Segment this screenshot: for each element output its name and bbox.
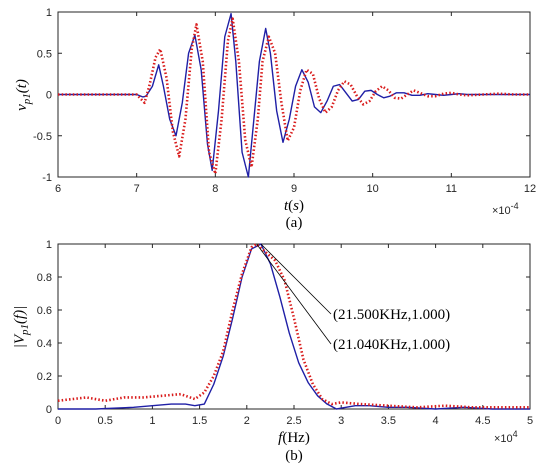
- panel-b-x-exponent: ×104: [494, 429, 518, 445]
- panel-b-series-dotted-line: [57, 242, 530, 409]
- panel-a-x-exponent: ×10-4: [492, 201, 519, 217]
- panel-b: 0 0.5 1 1.5 2 2.5 3 3.5 4 4.5 5 0 0.2 0.4 0.6 0.8 1 (21.…: [12, 239, 533, 464]
- panel-b-ticks: 0 0.5 1 1.5 2 2.5 3 3.5 4 4.5 5 0 0.2 0.4 0.6 0.8 1: [37, 239, 533, 427]
- panel-a-x-tick-label: 6: [55, 183, 61, 195]
- panel-a-x-exponent-base: ×10: [492, 205, 511, 217]
- panel-b-y-axis-label-sub: p1: [19, 324, 31, 336]
- panel-b-x-tick-label: 2: [244, 415, 250, 427]
- panel-b-x-tick-label: 4: [433, 415, 439, 427]
- panel-a-x-axis-label: t(s): [284, 198, 304, 214]
- panel-a-caption: (a): [286, 215, 303, 231]
- annotation-label: (21.500KHz,1.000): [333, 307, 450, 323]
- panel-a-x-axis-label-unit: s: [293, 198, 299, 214]
- panel-b-x-exponent-power: 4: [513, 429, 518, 439]
- panel-b-y-tick-label: 0.8: [37, 272, 52, 284]
- panel-b-x-tick-label: 3.5: [381, 415, 396, 427]
- panel-b-y-axis-label: |Vp1(f)|: [12, 306, 31, 349]
- panel-b-y-tick-label: 0.4: [37, 338, 52, 350]
- panel-b-x-tick-label: 1.5: [192, 415, 207, 427]
- panel-b-x-exponent-base: ×10: [494, 433, 513, 445]
- panel-a-y-tick-label: -1: [42, 172, 52, 184]
- annotation-leader-line: [256, 243, 332, 345]
- panel-a-x-tick-label: 8: [212, 183, 218, 195]
- panel-b-x-tick-label: 4.5: [475, 415, 490, 427]
- panel-a-y-tick-label: -0.5: [33, 131, 52, 143]
- panel-a-x-axis-label-main: t: [284, 198, 289, 214]
- panel-b-x-tick-label: 0: [55, 415, 61, 427]
- panel-b-x-tick-label: 1: [149, 415, 155, 427]
- panel-a-x-tick-label: 11: [446, 183, 457, 195]
- panel-a-y-axis-label-base: v: [14, 104, 30, 111]
- panel-a-series: [58, 12, 530, 178]
- panel-b-y-tick-label: 0.2: [37, 371, 52, 383]
- panel-b-x-axis-label: f(Hz): [278, 430, 310, 446]
- panel-a-x-tick-label: 12: [524, 183, 536, 195]
- panel-a-y-tick-label: 0.5: [37, 48, 52, 60]
- panel-b-x-axis-label-main: f: [278, 430, 284, 446]
- panel-a-x-axis-label-close: ): [299, 198, 304, 214]
- panel-b-y-tick-label: 0.6: [37, 305, 52, 317]
- panel-b-x-tick-label: 5: [527, 415, 533, 427]
- panel-b-series-solid-line: [58, 243, 530, 410]
- panel-a-series-solid-line: [58, 12, 530, 178]
- panel-a-x-tick-label: 7: [134, 183, 140, 195]
- panel-a-x-exponent-power: -4: [511, 201, 519, 211]
- annotation-label: (21.040KHz,1.000): [333, 337, 450, 353]
- panel-b-x-tick-label: 2.5: [286, 415, 301, 427]
- panel-b-x-axis-label-unit: (Hz): [282, 430, 309, 446]
- panel-b-y-tick-label: 1: [46, 239, 52, 251]
- panel-a-y-axis-label: vp1(t): [14, 79, 33, 111]
- panel-b-series: [57, 242, 530, 410]
- panel-b-y-tick-label: 0: [46, 404, 52, 416]
- panel-b-x-tick-label: 3: [338, 415, 344, 427]
- panel-b-y-axis-label-base: |V: [12, 333, 28, 348]
- panel-a-y-tick-label: 0: [46, 90, 52, 102]
- panel-b-y-axis-label-arg: (f)|: [12, 306, 28, 324]
- panel-a-y-tick-label: 1: [46, 7, 52, 19]
- panel-a-y-axis-label-sub: p1: [21, 93, 33, 105]
- annotation-leader-line: [260, 243, 332, 315]
- panel-b-x-tick-label: 0.5: [98, 415, 113, 427]
- panel-a-x-axis-label-open: (: [288, 198, 293, 214]
- panel-a-y-axis-label-arg: (t): [14, 79, 30, 93]
- panel-a-x-tick-label: 10: [367, 183, 379, 195]
- panel-a-x-tick-label: 9: [291, 183, 297, 195]
- panel-a: 6 7 8 9 10 11 12 -1 -0.5 0 0.5 1 ×10-4 t(s) (a) vp1…: [14, 7, 536, 231]
- panel-b-annotations: (21.500KHz,1.000) (21.040KHz,1.000): [256, 243, 450, 353]
- panel-a-ticks: 6 7 8 9 10 11 12 -1 -0.5 0 0.5 1: [33, 7, 536, 195]
- panel-b-caption: (b): [285, 448, 303, 464]
- panel-b-plot-area: [57, 243, 531, 410]
